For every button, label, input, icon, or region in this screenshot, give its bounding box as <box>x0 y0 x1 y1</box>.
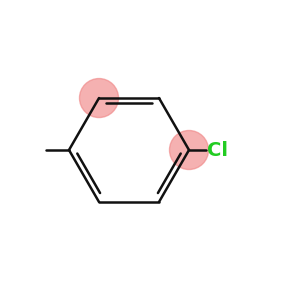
Circle shape <box>169 130 208 170</box>
Circle shape <box>80 79 118 118</box>
Text: Cl: Cl <box>207 140 228 160</box>
